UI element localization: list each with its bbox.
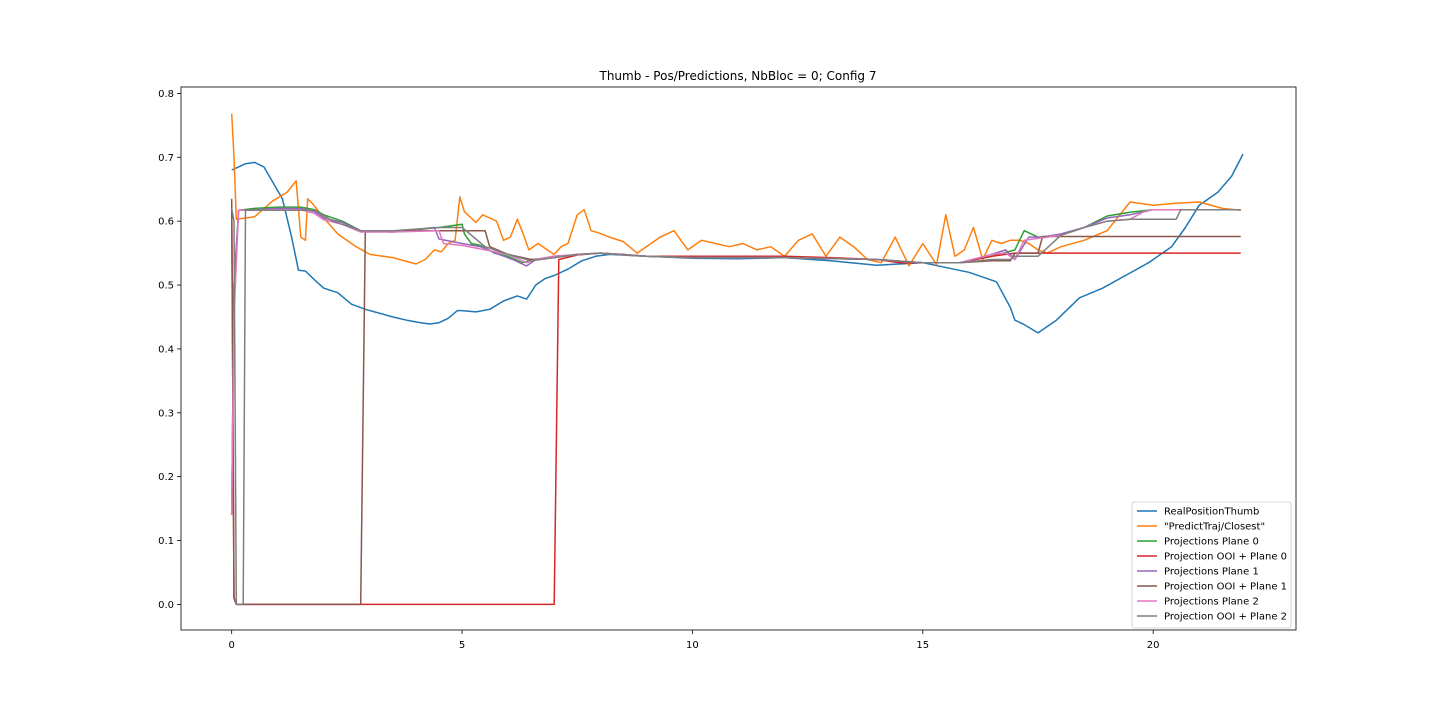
plot-frame [180,86,1297,631]
plot-area [180,86,1297,631]
y-tick-label: 0.7 [158,153,174,164]
y-tick-label: 0.3 [158,408,174,419]
legend-label: Projections Plane 0 [1164,537,1259,548]
y-tick-label: 0.2 [158,472,174,483]
series-line-2 [230,113,1241,267]
y-tick-label: 0.0 [158,600,174,611]
chart-title: Thumb - Pos/Predictions, NbBloc = 0; Con… [599,69,877,83]
x-tick-label: 20 [1147,640,1160,651]
series-line-8 [230,208,1241,606]
x-tick-label: 15 [916,640,929,651]
legend-label: Projection OOI + Plane 2 [1164,612,1287,623]
x-tick-label: 0 [228,640,234,651]
series-group [230,113,1244,606]
legend-label: Projection OOI + Plane 0 [1164,552,1287,563]
legend-label: RealPositionThumb [1164,507,1259,518]
x-tick-label: 5 [459,640,465,651]
legend-label: Projections Plane 1 [1164,567,1259,578]
y-tick-label: 0.5 [158,281,174,292]
legend-label: Projection OOI + Plane 1 [1164,582,1287,593]
y-tick-label: 0.1 [158,536,174,547]
x-axis: 0 5 10 15 20 [228,630,1160,651]
legend-box [1131,501,1292,629]
series-line-1 [231,153,1244,334]
legend-label: Projections Plane 2 [1164,597,1259,608]
y-tick-label: 0.6 [158,217,174,228]
x-tick-label: 10 [686,640,699,651]
legend-label: "PredictTraj/Closest" [1164,522,1265,533]
legend: RealPositionThumb "PredictTraj/Closest" Pr… [1131,501,1292,629]
y-tick-label: 0.8 [158,89,174,100]
y-axis: 0.0 0.1 0.2 0.3 0.4 0.5 0.6 0.7 0.8 [158,89,181,611]
y-tick-label: 0.4 [158,344,174,355]
